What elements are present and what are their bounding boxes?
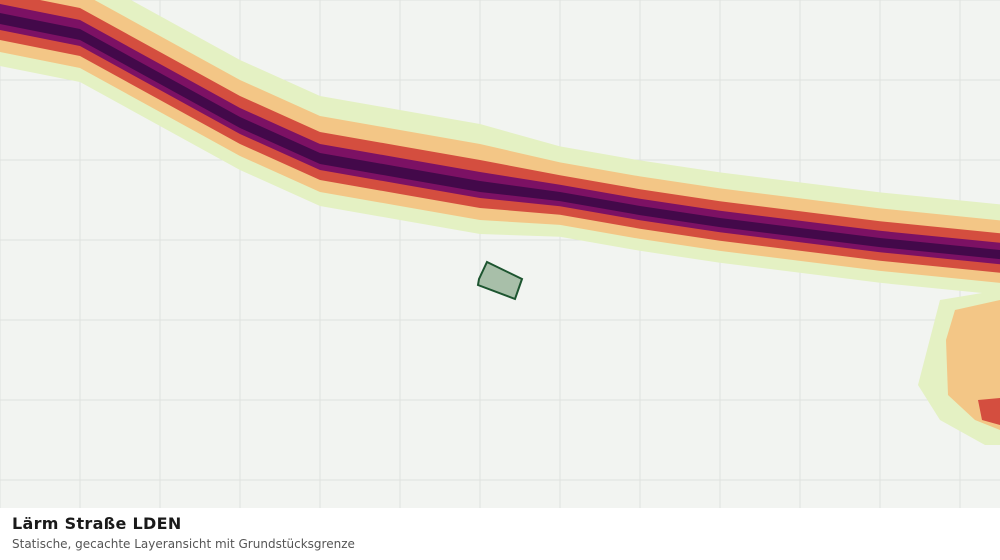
noise-60 xyxy=(0,4,1000,265)
noise-50 xyxy=(946,300,1000,430)
caption: Lärm Straße LDEN Statische, gecachte Lay… xyxy=(0,508,1000,560)
map-title: Lärm Straße LDEN xyxy=(12,514,182,533)
noise-layer xyxy=(0,0,1000,445)
noise-55 xyxy=(978,398,1000,425)
map xyxy=(0,0,1000,508)
parcel-boundary xyxy=(476,260,524,301)
map-subtitle: Statische, gecachte Layeransicht mit Gru… xyxy=(12,537,355,551)
